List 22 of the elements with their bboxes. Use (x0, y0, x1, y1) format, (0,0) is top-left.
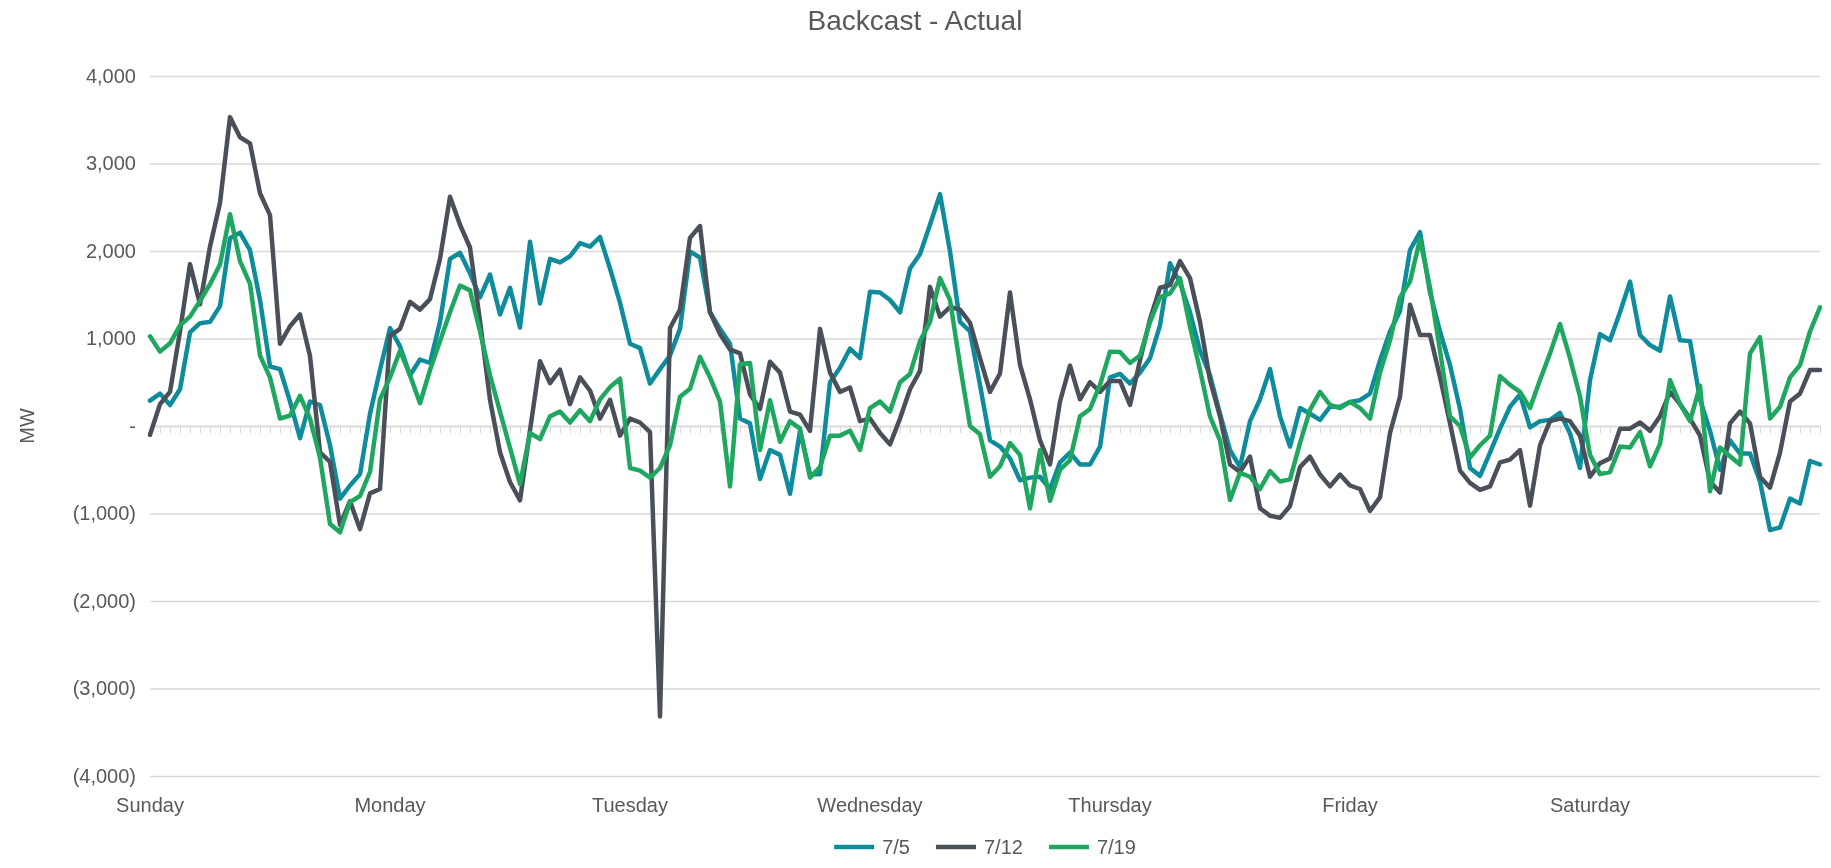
legend-label: 7/19 (1096, 836, 1136, 858)
y-tick-label: (4,000) (72, 764, 136, 787)
chart-title: Backcast - Actual (807, 5, 1023, 36)
y-tick-label: 3,000 (85, 152, 136, 175)
legend-label: 7/5 (882, 836, 910, 858)
y-tick-label: (1,000) (72, 502, 136, 525)
y-tick-label: 4,000 (85, 64, 136, 87)
y-tick-label: 2,000 (85, 239, 136, 262)
x-tick-label: Friday (1322, 794, 1378, 816)
y-tick-label: 1,000 (85, 327, 136, 350)
legend-label: 7/12 (983, 836, 1023, 858)
x-tick-label: Monday (354, 794, 426, 816)
x-tick-label: Wednesday (817, 794, 923, 816)
line-series (147, 114, 1823, 719)
y-axis-title: MW (16, 408, 38, 444)
y-tick-label: (3,000) (72, 677, 136, 700)
x-tick-label: Sunday (116, 794, 184, 816)
x-tick-label: Thursday (1068, 794, 1152, 816)
x-tick-label: Saturday (1549, 794, 1631, 816)
x-tick-label: Tuesday (592, 794, 668, 816)
y-tick-label: - (129, 414, 136, 437)
y-tick-label: (2,000) (72, 589, 136, 612)
